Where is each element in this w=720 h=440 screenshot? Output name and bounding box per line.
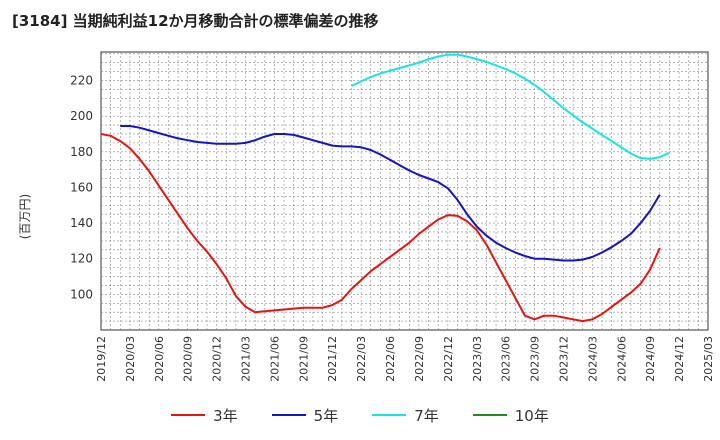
x-tick-label: 2020/12 — [211, 336, 224, 382]
series-line-5年 — [120, 125, 661, 262]
x-tick-label: 2022/06 — [384, 336, 397, 382]
y-tick-label: 220 — [70, 74, 93, 88]
line-chart: 100 120 140 160 180 200 220 2019/12 2020/03 2020/… — [70, 51, 715, 382]
chart-legend: 3年 5年 7年 10年 — [0, 404, 720, 426]
legend-item-5y: 5年 — [271, 405, 339, 426]
legend-swatch-10y — [472, 414, 507, 416]
legend-swatch-5y — [271, 414, 306, 416]
plot-area — [100, 51, 709, 331]
x-tick-label: 2022/09 — [413, 336, 426, 382]
x-tick-label: 2020/09 — [182, 336, 195, 382]
x-tick-label: 2021/06 — [268, 336, 281, 382]
x-tick-label: 2023/09 — [529, 336, 542, 382]
legend-item-3y: 3年 — [171, 405, 238, 426]
y-tick-label: 160 — [70, 180, 93, 194]
x-tick-label: 2023/12 — [557, 336, 570, 382]
x-tick-label: 2024/03 — [586, 336, 599, 382]
legend-label-5y: 5年 — [313, 406, 339, 425]
x-tick-label: 2021/03 — [240, 336, 253, 382]
y-tick-label: 140 — [70, 216, 93, 230]
x-tick-label: 2020/03 — [124, 336, 137, 382]
legend-item-10y: 10年 — [472, 405, 549, 426]
x-tick-label: 2023/03 — [471, 336, 484, 382]
legend-swatch-7y — [372, 414, 407, 416]
x-tick-label: 2024/12 — [673, 336, 686, 382]
series-line-3年 — [100, 133, 661, 323]
x-tick-label: 2024/09 — [644, 336, 657, 382]
x-tick-label: 2020/06 — [153, 336, 166, 382]
y-tick-label: 200 — [70, 109, 93, 123]
y-tick-label: 100 — [70, 287, 93, 301]
x-tick-label: 2022/03 — [355, 336, 368, 382]
legend-label-3y: 3年 — [213, 406, 238, 425]
legend-label-10y: 10年 — [514, 406, 549, 425]
x-tick-label: 2023/06 — [500, 336, 513, 382]
legend-label-7y: 7年 — [414, 406, 439, 425]
legend-swatch-3y — [171, 414, 206, 416]
x-tick-label: 2021/12 — [326, 336, 339, 382]
x-tick-label: 2025/03 — [702, 336, 715, 382]
x-tick-label: 2021/09 — [297, 336, 310, 382]
x-tick-label: 2024/06 — [615, 336, 628, 382]
series-line-7年 — [351, 53, 670, 160]
chart-title: [3184] 当期純利益12か月移動合計の標準偏差の推移 — [12, 12, 379, 30]
x-tick-label: 2022/12 — [442, 336, 455, 382]
y-tick-label: 180 — [70, 145, 93, 159]
legend-item-7y: 7年 — [372, 405, 439, 426]
y-tick-label: 120 — [70, 252, 93, 266]
x-tick-label: 2019/12 — [95, 336, 108, 382]
